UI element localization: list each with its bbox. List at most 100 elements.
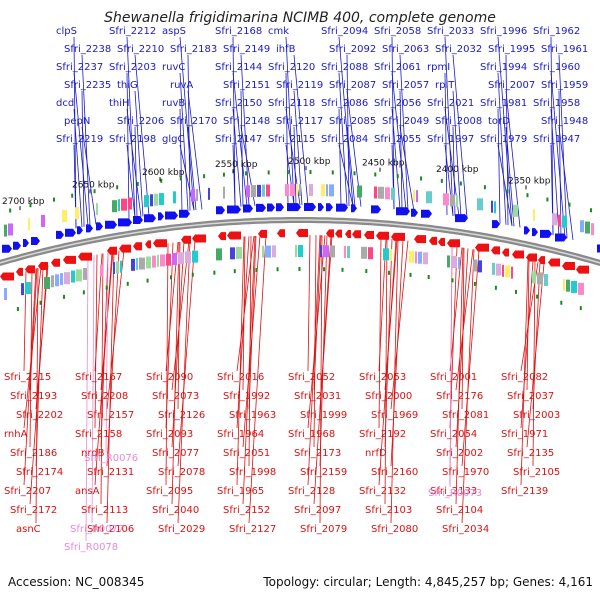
feature-box — [390, 248, 392, 261]
scale-tick-label: 2500 kbp — [288, 157, 331, 167]
rna-gene-label: Sfri_R0078 — [64, 542, 118, 553]
feature-box — [591, 223, 594, 236]
minus-gene-arrow — [475, 243, 489, 252]
plus-label-connector — [73, 36, 77, 229]
plus-gene-label: Sfri_1960 — [533, 62, 580, 73]
rna-gene-label: Sfri_R0077 — [70, 524, 124, 535]
plus-label-connector — [81, 90, 85, 227]
feature-box — [8, 223, 13, 236]
feature-box — [113, 261, 115, 274]
minus-gene-label: Sfri_2034 — [442, 524, 489, 535]
plus-gene-arrow — [326, 203, 333, 212]
plus-gene-label: Sfri_2150 — [215, 98, 262, 109]
minus-label-connector — [177, 240, 191, 524]
feature-box — [326, 184, 328, 197]
minus-label-connector — [307, 235, 321, 486]
gc-marker — [309, 170, 312, 175]
scale-tick-label: 2700 kbp — [2, 197, 45, 207]
plus-label-connector — [391, 108, 401, 210]
gc-marker — [341, 267, 344, 272]
plus-gene-label: Sfri_2115 — [268, 134, 315, 145]
feature-box — [71, 270, 75, 283]
plus-label-connector — [346, 126, 356, 207]
minus-gene-label: Sfri_2029 — [158, 524, 205, 535]
plus-gene-label: Sfri_2183 — [170, 44, 217, 55]
plus-gene-label: Sfri_2198 — [109, 134, 156, 145]
plus-label-connector — [399, 126, 415, 212]
feature-box — [236, 246, 242, 259]
plus-label-connector — [558, 90, 562, 237]
gc-marker — [105, 285, 108, 290]
plus-label-connector — [399, 90, 403, 210]
feature-box — [478, 260, 482, 273]
plus-gene-label: clpS — [56, 26, 77, 37]
feature-box — [191, 189, 195, 202]
plus-gene-label: rplT — [435, 80, 455, 91]
minus-label-connector — [313, 235, 332, 505]
minus-gene-label: Sfri_2106 — [87, 524, 134, 535]
gc-marker — [39, 300, 42, 305]
plus-gene-label: Sfri_1958 — [533, 98, 580, 109]
plus-label-connector — [338, 144, 354, 207]
minus-label-connector — [23, 268, 37, 486]
feature-box — [477, 198, 483, 211]
gc-marker — [451, 278, 454, 283]
plus-gene-arrow — [179, 209, 190, 218]
plus-gene-arrow — [336, 203, 348, 212]
feature-box — [75, 207, 79, 220]
minus-gene-label: Sfri_2097 — [294, 505, 341, 516]
minus-label-connector — [94, 251, 113, 486]
feature-box — [121, 198, 127, 211]
feature-box — [585, 221, 590, 234]
plus-gene-label: Sfri_2237 — [56, 62, 103, 73]
feature-box — [552, 213, 557, 226]
feature-box — [496, 263, 501, 276]
rna-gene-label: Sfri_R0073 — [428, 488, 482, 499]
minus-gene-label: Sfri_2135 — [507, 448, 554, 459]
plus-label-connector — [399, 54, 409, 211]
plus-gene-arrow — [455, 214, 468, 223]
minus-gene-arrow — [133, 242, 142, 251]
plus-gene-label: Sfri_2206 — [117, 116, 164, 127]
plus-label-connector — [391, 72, 407, 211]
feature-box — [383, 248, 389, 261]
plus-gene-label: Sfri_2033 — [427, 26, 474, 37]
minus-gene-arrow — [576, 265, 589, 274]
minus-gene-arrow — [38, 261, 48, 270]
plus-gene-label: ihfB — [276, 44, 296, 55]
minus-gene-label: Sfri_2090 — [146, 372, 193, 383]
gc-marker — [526, 193, 529, 198]
minus-gene-label: Sfri_1970 — [442, 467, 489, 478]
plus-gene-arrow — [56, 230, 64, 239]
feature-box — [368, 247, 373, 260]
minus-gene-label: Sfri_2016 — [217, 372, 264, 383]
minus-gene-arrow — [258, 229, 267, 238]
minus-gene-arrow — [345, 229, 351, 238]
feature-box — [491, 200, 493, 213]
minus-label-connector — [35, 267, 39, 524]
feature-box — [262, 245, 264, 258]
plus-gene-label: Sfri_2148 — [223, 116, 270, 127]
gc-marker — [286, 170, 289, 175]
plus-gene-label: Sfri_2007 — [488, 80, 535, 91]
minus-gene-arrow — [145, 240, 151, 249]
plus-gene-label: Sfri_1981 — [480, 98, 527, 109]
feature-box — [21, 283, 24, 296]
plus-label-connector — [497, 72, 507, 225]
minus-gene-label: Sfri_2128 — [288, 486, 335, 497]
rna-label-connector — [85, 256, 89, 542]
minus-label-connector — [106, 251, 115, 524]
plus-gene-arrow — [243, 204, 253, 213]
minus-gene-label: Sfri_2186 — [10, 448, 57, 459]
feature-box — [415, 251, 417, 264]
minus-gene-arrow — [447, 239, 460, 248]
feature-box — [55, 274, 59, 287]
plus-label-connector — [338, 108, 342, 206]
feature-box — [173, 191, 176, 204]
minus-label-connector — [532, 261, 536, 467]
plus-gene-label: dcd — [56, 98, 74, 109]
gc-marker — [245, 171, 248, 176]
plus-gene-label: pepN — [64, 116, 90, 127]
feature-box — [4, 288, 7, 301]
